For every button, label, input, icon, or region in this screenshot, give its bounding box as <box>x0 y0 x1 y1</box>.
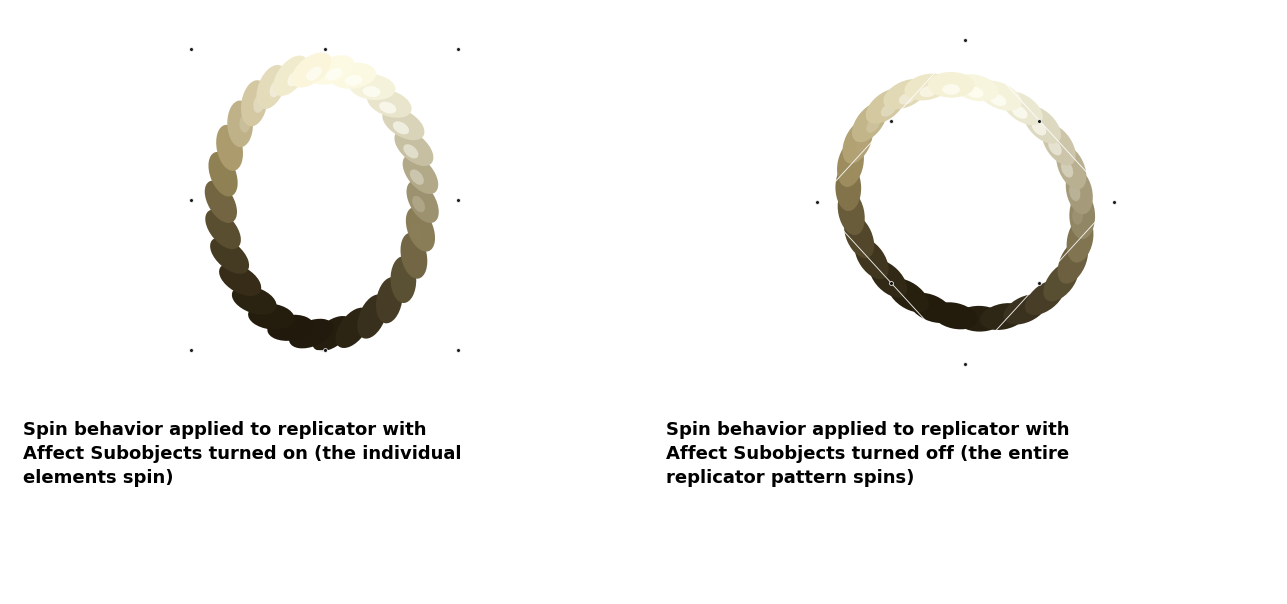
Ellipse shape <box>843 120 873 164</box>
Ellipse shape <box>1012 105 1027 119</box>
Ellipse shape <box>239 115 250 133</box>
Ellipse shape <box>981 303 1026 330</box>
Ellipse shape <box>393 121 409 134</box>
Ellipse shape <box>898 92 915 104</box>
Ellipse shape <box>1067 217 1094 263</box>
Ellipse shape <box>883 79 927 109</box>
Ellipse shape <box>870 260 907 298</box>
Ellipse shape <box>880 103 896 117</box>
Ellipse shape <box>1049 140 1062 155</box>
Ellipse shape <box>1072 207 1082 225</box>
Ellipse shape <box>248 303 295 330</box>
Ellipse shape <box>390 256 416 303</box>
Ellipse shape <box>905 74 950 100</box>
Ellipse shape <box>1042 124 1076 165</box>
Ellipse shape <box>1032 121 1046 135</box>
Ellipse shape <box>269 80 282 97</box>
Ellipse shape <box>952 74 999 101</box>
Ellipse shape <box>967 86 983 98</box>
Ellipse shape <box>920 86 937 97</box>
Ellipse shape <box>407 181 439 223</box>
Ellipse shape <box>942 84 960 95</box>
Ellipse shape <box>273 56 308 96</box>
Ellipse shape <box>382 108 425 140</box>
Ellipse shape <box>219 263 261 296</box>
Ellipse shape <box>205 210 241 249</box>
Ellipse shape <box>932 302 978 329</box>
Ellipse shape <box>838 189 865 235</box>
Ellipse shape <box>336 307 371 348</box>
Ellipse shape <box>208 152 238 196</box>
Ellipse shape <box>978 80 1022 111</box>
Ellipse shape <box>1057 146 1086 189</box>
Ellipse shape <box>1001 91 1042 125</box>
Ellipse shape <box>1069 184 1080 201</box>
Ellipse shape <box>287 71 301 86</box>
Ellipse shape <box>888 278 929 312</box>
Ellipse shape <box>855 238 888 279</box>
Ellipse shape <box>268 315 314 341</box>
Ellipse shape <box>363 86 381 97</box>
Ellipse shape <box>909 293 952 323</box>
Ellipse shape <box>990 94 1006 106</box>
Ellipse shape <box>326 68 342 80</box>
Ellipse shape <box>409 170 423 185</box>
Ellipse shape <box>1066 169 1093 214</box>
Ellipse shape <box>349 74 395 100</box>
Ellipse shape <box>329 63 376 89</box>
Ellipse shape <box>844 214 874 258</box>
Ellipse shape <box>291 53 331 88</box>
Ellipse shape <box>852 102 887 142</box>
Ellipse shape <box>1023 106 1060 144</box>
Ellipse shape <box>956 306 1003 332</box>
Ellipse shape <box>310 55 354 85</box>
Ellipse shape <box>400 233 427 278</box>
Ellipse shape <box>345 75 363 86</box>
Ellipse shape <box>216 125 243 171</box>
Ellipse shape <box>835 164 861 211</box>
Ellipse shape <box>1004 294 1048 324</box>
Ellipse shape <box>380 101 396 114</box>
Text: Spin behavior applied to replicator with
Affect Subobjects turned off (the entir: Spin behavior applied to replicator with… <box>667 420 1069 487</box>
Ellipse shape <box>837 141 864 187</box>
Ellipse shape <box>358 295 387 339</box>
Ellipse shape <box>241 80 268 126</box>
Ellipse shape <box>306 66 322 80</box>
Ellipse shape <box>210 237 250 274</box>
Ellipse shape <box>232 286 277 315</box>
Ellipse shape <box>256 65 286 109</box>
Ellipse shape <box>228 100 254 147</box>
Ellipse shape <box>1069 193 1095 239</box>
Ellipse shape <box>1024 280 1064 315</box>
Ellipse shape <box>367 89 412 118</box>
Ellipse shape <box>290 319 333 349</box>
Ellipse shape <box>403 144 418 158</box>
Ellipse shape <box>313 316 353 351</box>
Text: Spin behavior applied to replicator with
Affect Subobjects turned on (the indivi: Spin behavior applied to replicator with… <box>23 420 461 487</box>
Ellipse shape <box>403 155 439 194</box>
Ellipse shape <box>1058 240 1088 284</box>
Ellipse shape <box>412 196 425 212</box>
Ellipse shape <box>866 117 880 133</box>
Ellipse shape <box>394 130 434 166</box>
Ellipse shape <box>205 181 237 223</box>
Ellipse shape <box>405 207 435 252</box>
Ellipse shape <box>1044 262 1079 301</box>
Ellipse shape <box>254 95 264 113</box>
Ellipse shape <box>928 72 974 98</box>
Ellipse shape <box>866 88 906 124</box>
Ellipse shape <box>1060 161 1073 178</box>
Ellipse shape <box>376 277 403 323</box>
